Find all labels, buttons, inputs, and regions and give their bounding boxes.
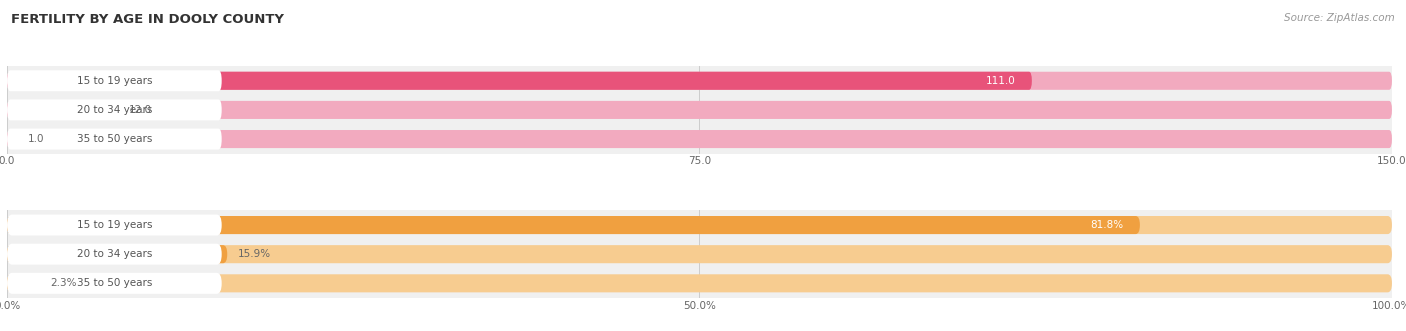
FancyBboxPatch shape <box>7 99 222 120</box>
FancyBboxPatch shape <box>7 273 222 294</box>
Text: 20 to 34 years: 20 to 34 years <box>77 249 152 259</box>
Text: 35 to 50 years: 35 to 50 years <box>77 278 152 288</box>
Text: 15 to 19 years: 15 to 19 years <box>76 76 152 86</box>
Text: 1.0: 1.0 <box>27 134 44 144</box>
FancyBboxPatch shape <box>7 130 17 148</box>
Text: 35 to 50 years: 35 to 50 years <box>77 134 152 144</box>
FancyBboxPatch shape <box>7 72 1392 90</box>
FancyBboxPatch shape <box>7 244 222 265</box>
FancyBboxPatch shape <box>7 72 1032 90</box>
FancyBboxPatch shape <box>7 128 222 150</box>
Text: Source: ZipAtlas.com: Source: ZipAtlas.com <box>1284 13 1395 23</box>
Text: 15 to 19 years: 15 to 19 years <box>76 220 152 230</box>
FancyBboxPatch shape <box>7 214 222 236</box>
Text: FERTILITY BY AGE IN DOOLY COUNTY: FERTILITY BY AGE IN DOOLY COUNTY <box>11 13 284 26</box>
FancyBboxPatch shape <box>7 216 1392 234</box>
Text: 111.0: 111.0 <box>986 76 1015 86</box>
Text: 15.9%: 15.9% <box>238 249 271 259</box>
FancyBboxPatch shape <box>7 245 228 263</box>
Text: 20 to 34 years: 20 to 34 years <box>77 105 152 115</box>
FancyBboxPatch shape <box>7 101 118 119</box>
Text: 12.0: 12.0 <box>129 105 152 115</box>
FancyBboxPatch shape <box>7 70 222 91</box>
Text: 81.8%: 81.8% <box>1090 220 1123 230</box>
FancyBboxPatch shape <box>7 274 1392 292</box>
FancyBboxPatch shape <box>7 216 1140 234</box>
FancyBboxPatch shape <box>7 274 39 292</box>
FancyBboxPatch shape <box>7 101 1392 119</box>
FancyBboxPatch shape <box>7 245 1392 263</box>
Text: 2.3%: 2.3% <box>51 278 76 288</box>
FancyBboxPatch shape <box>7 130 1392 148</box>
